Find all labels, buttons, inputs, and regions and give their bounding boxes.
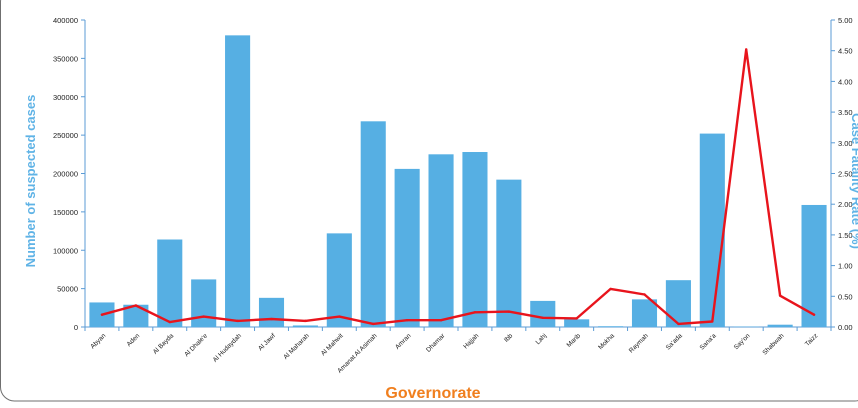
y-tick-label: 0: [74, 323, 78, 332]
y2-tick-label: 5.00: [838, 16, 853, 25]
bar: [428, 154, 453, 327]
y-tick-label: 200000: [53, 170, 78, 179]
bar: [564, 319, 589, 327]
cfr-point: [643, 293, 645, 295]
cfr-point: [609, 288, 611, 290]
y-tick-label: 150000: [53, 208, 78, 217]
cfr-point: [270, 318, 272, 320]
y-tick-label: 250000: [53, 131, 78, 140]
bar: [496, 180, 521, 327]
y-axis-title: Number of suspected cases: [23, 95, 38, 268]
cfr-point: [575, 317, 577, 319]
bar: [768, 325, 793, 327]
bar: [259, 298, 284, 327]
cfr-point: [711, 320, 713, 322]
cfr-point: [813, 314, 815, 316]
y2-tick-label: 0.50: [838, 292, 853, 301]
bar: [157, 240, 182, 327]
cfr-point: [372, 323, 374, 325]
cfr-point: [779, 294, 781, 296]
bar: [395, 169, 420, 327]
bar: [191, 279, 216, 327]
bar: [225, 35, 250, 327]
bar: [530, 301, 555, 327]
bar: [361, 121, 386, 327]
cfr-point: [169, 321, 171, 323]
y-tick-label: 350000: [53, 54, 78, 63]
bar: [462, 152, 487, 327]
y-tick-label: 400000: [53, 16, 78, 25]
cfr-point: [677, 323, 679, 325]
bar: [700, 134, 725, 327]
cfr-point: [406, 319, 408, 321]
cfr-point: [745, 48, 747, 50]
bar: [598, 326, 623, 327]
y2-tick-label: 4.50: [838, 47, 853, 56]
y2-tick-label: 0.00: [838, 323, 853, 332]
cfr-point: [236, 320, 238, 322]
cfr-point: [508, 310, 510, 312]
cfr-point: [304, 320, 306, 322]
bar: [666, 280, 691, 327]
cfr-point: [440, 319, 442, 321]
cfr-point: [101, 314, 103, 316]
y-tick-label: 100000: [53, 246, 78, 255]
cfr-point: [474, 311, 476, 313]
cfr-point: [338, 315, 340, 317]
bar: [327, 233, 352, 327]
cfr-point: [135, 304, 137, 306]
bar: [293, 325, 318, 327]
x-axis-title: Governorate: [385, 385, 480, 402]
y-tick-label: 300000: [53, 93, 78, 102]
y2-tick-label: 1.00: [838, 262, 853, 271]
cfr-point: [202, 315, 204, 317]
y2-tick-label: 4.00: [838, 77, 853, 86]
cfr-point: [542, 317, 544, 319]
y2-axis-title: Case Fatality Rate (%): [849, 113, 858, 249]
y-tick-label: 50000: [57, 285, 78, 294]
